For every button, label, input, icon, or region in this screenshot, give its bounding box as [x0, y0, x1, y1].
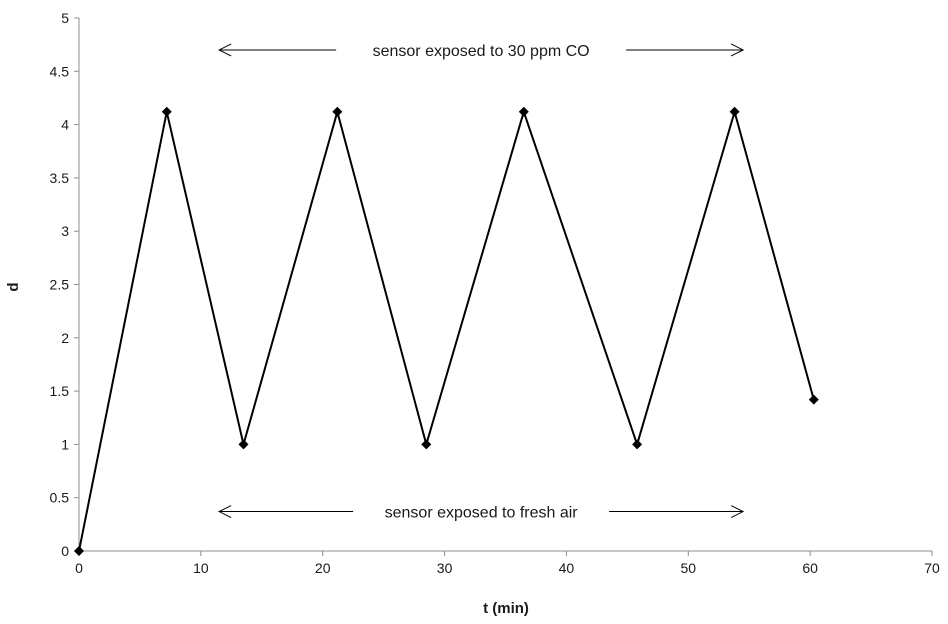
- x-tick-label: 50: [680, 560, 696, 576]
- x-tick-label: 60: [802, 560, 818, 576]
- x-tick-label: 70: [924, 560, 940, 576]
- y-tick-label: 2.5: [50, 277, 70, 293]
- x-tick-label: 30: [437, 560, 453, 576]
- y-tick-label: 1: [61, 436, 69, 452]
- x-tick-label: 0: [75, 560, 83, 576]
- y-tick-label: 4: [61, 117, 69, 133]
- x-tick-label: 10: [193, 560, 209, 576]
- data-point-marker: [74, 546, 84, 556]
- y-tick-label: 0: [61, 543, 69, 559]
- data-point-marker: [332, 106, 343, 117]
- data-point-marker: [808, 394, 819, 405]
- annotation-label: sensor exposed to fresh air: [385, 505, 579, 522]
- y-tick-label: 2: [61, 330, 69, 346]
- series-line: [78, 108, 815, 552]
- annotation-arrowhead-right: [730, 43, 745, 57]
- annotation-arrowhead-right: [730, 505, 745, 519]
- annotation-arrowhead-left: [218, 43, 232, 57]
- y-tick-label: 1.5: [50, 383, 70, 399]
- data-point-marker: [518, 106, 529, 117]
- y-tick-label: 5: [61, 10, 69, 26]
- annotation-label: sensor exposed to 30 ppm CO: [373, 43, 590, 60]
- x-tick-label: 40: [559, 560, 575, 576]
- data-point-marker: [729, 106, 740, 117]
- y-tick-label: 4.5: [50, 63, 70, 79]
- y-tick-label: 0.5: [50, 490, 70, 506]
- data-point-marker: [632, 439, 643, 450]
- x-tick-label: 20: [315, 560, 331, 576]
- series: [74, 106, 819, 556]
- annotation-arrowhead-left: [218, 505, 232, 519]
- data-point-marker: [238, 439, 249, 450]
- annotations: sensor exposed to 30 ppm CO sensor expose…: [218, 43, 745, 522]
- y-tick-label: 3: [61, 223, 69, 239]
- data-point-marker: [161, 106, 172, 117]
- x-axis-title: t (min): [483, 600, 529, 617]
- y-axis-title: d: [5, 282, 22, 291]
- axes: 0 10 20 30 40 50 60 70 0 0.5 1 1.5 2 2.5 3 3.5 4 4.5 5: [50, 10, 940, 576]
- data-point-marker: [421, 439, 432, 450]
- y-tick-label: 3.5: [50, 170, 70, 186]
